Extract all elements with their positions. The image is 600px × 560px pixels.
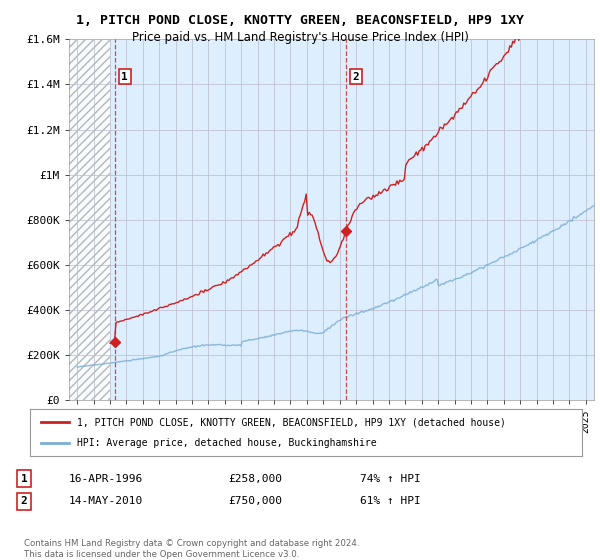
Text: 1: 1 [20, 474, 28, 484]
Text: 2: 2 [20, 496, 28, 506]
Text: 74% ↑ HPI: 74% ↑ HPI [360, 474, 421, 484]
Text: 14-MAY-2010: 14-MAY-2010 [69, 496, 143, 506]
Bar [69, 39, 110, 400]
Text: Contains HM Land Registry data © Crown copyright and database right 2024.
This d: Contains HM Land Registry data © Crown c… [24, 539, 359, 559]
Text: HPI: Average price, detached house, Buckinghamshire: HPI: Average price, detached house, Buck… [77, 438, 377, 448]
Text: 16-APR-1996: 16-APR-1996 [69, 474, 143, 484]
Text: £750,000: £750,000 [228, 496, 282, 506]
Text: £258,000: £258,000 [228, 474, 282, 484]
Text: 2: 2 [352, 72, 359, 82]
Bar [69, 39, 110, 400]
Text: 1: 1 [121, 72, 128, 82]
Text: Price paid vs. HM Land Registry's House Price Index (HPI): Price paid vs. HM Land Registry's House … [131, 31, 469, 44]
Text: 1, PITCH POND CLOSE, KNOTTY GREEN, BEACONSFIELD, HP9 1XY: 1, PITCH POND CLOSE, KNOTTY GREEN, BEACO… [76, 14, 524, 27]
Text: 61% ↑ HPI: 61% ↑ HPI [360, 496, 421, 506]
Text: 1, PITCH POND CLOSE, KNOTTY GREEN, BEACONSFIELD, HP9 1XY (detached house): 1, PITCH POND CLOSE, KNOTTY GREEN, BEACO… [77, 417, 506, 427]
